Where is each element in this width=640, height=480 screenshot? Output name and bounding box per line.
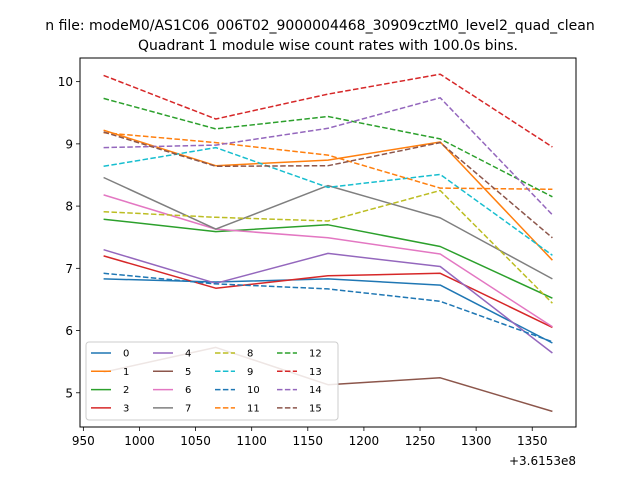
x-tick-label: 1200: [349, 434, 380, 448]
legend-label-9: 9: [247, 367, 253, 378]
plot-frame: [79, 57, 577, 428]
legend-label-15: 15: [309, 403, 322, 414]
x-tick-label: 950: [72, 434, 95, 448]
series-line-6: [103, 194, 553, 328]
series-line-11: [103, 131, 553, 191]
series-line-12: [103, 97, 553, 198]
series-line-4: [103, 248, 553, 354]
series-line-13: [103, 73, 553, 148]
y-tick-label: 6: [65, 324, 73, 338]
chart-title: Quadrant 1 module wise count rates with …: [138, 38, 518, 54]
legend-label-5: 5: [185, 367, 191, 378]
y-tick-label: 8: [65, 200, 73, 214]
legend-label-4: 4: [185, 349, 191, 360]
y-tick-label: 9: [65, 137, 73, 151]
series-line-8: [103, 189, 553, 304]
series-line-3: [103, 255, 553, 329]
legend-label-0: 0: [123, 349, 129, 360]
figure-suptitle: n file: modeM0/AS1C06_006T02_9000004468_…: [45, 18, 594, 34]
y-tick-label: 5: [65, 386, 73, 400]
legend-label-12: 12: [309, 349, 322, 360]
series-line-14: [103, 97, 553, 216]
legend-box: [85, 341, 339, 421]
series-line-7: [103, 176, 553, 280]
legend-label-2: 2: [123, 385, 129, 396]
x-tick-label: 1100: [236, 434, 267, 448]
legend-label-14: 14: [309, 385, 322, 396]
legend-label-10: 10: [247, 385, 260, 396]
plot-lines: [103, 73, 553, 413]
legend-label-8: 8: [247, 349, 253, 360]
series-line-9: [103, 146, 553, 256]
x-offset-label: +3.6153e8: [509, 454, 576, 468]
legend-label-11: 11: [247, 403, 260, 414]
legend-label-3: 3: [123, 403, 129, 414]
y-tick-label: 7: [65, 262, 73, 276]
legend-label-6: 6: [185, 385, 191, 396]
x-tick-label: 1300: [461, 434, 492, 448]
series-line-15: [103, 131, 553, 239]
series-line-2: [103, 218, 553, 299]
x-tick-label: 1250: [405, 434, 436, 448]
series-line-10: [103, 272, 553, 343]
y-tick-label: 10: [58, 75, 73, 89]
x-axis: 950 1000 1050 1100 1150 1200 1250 1300 1350: [72, 427, 548, 448]
x-tick-label: 1000: [124, 434, 155, 448]
legend-label-13: 13: [309, 367, 322, 378]
legend-label-1: 1: [123, 367, 129, 378]
x-tick-label: 1350: [517, 434, 548, 448]
legend-label-7: 7: [185, 403, 191, 414]
y-axis: 5 6 7 8 9 10: [58, 75, 80, 400]
x-tick-label: 1050: [180, 434, 211, 448]
x-tick-label: 1150: [293, 434, 324, 448]
